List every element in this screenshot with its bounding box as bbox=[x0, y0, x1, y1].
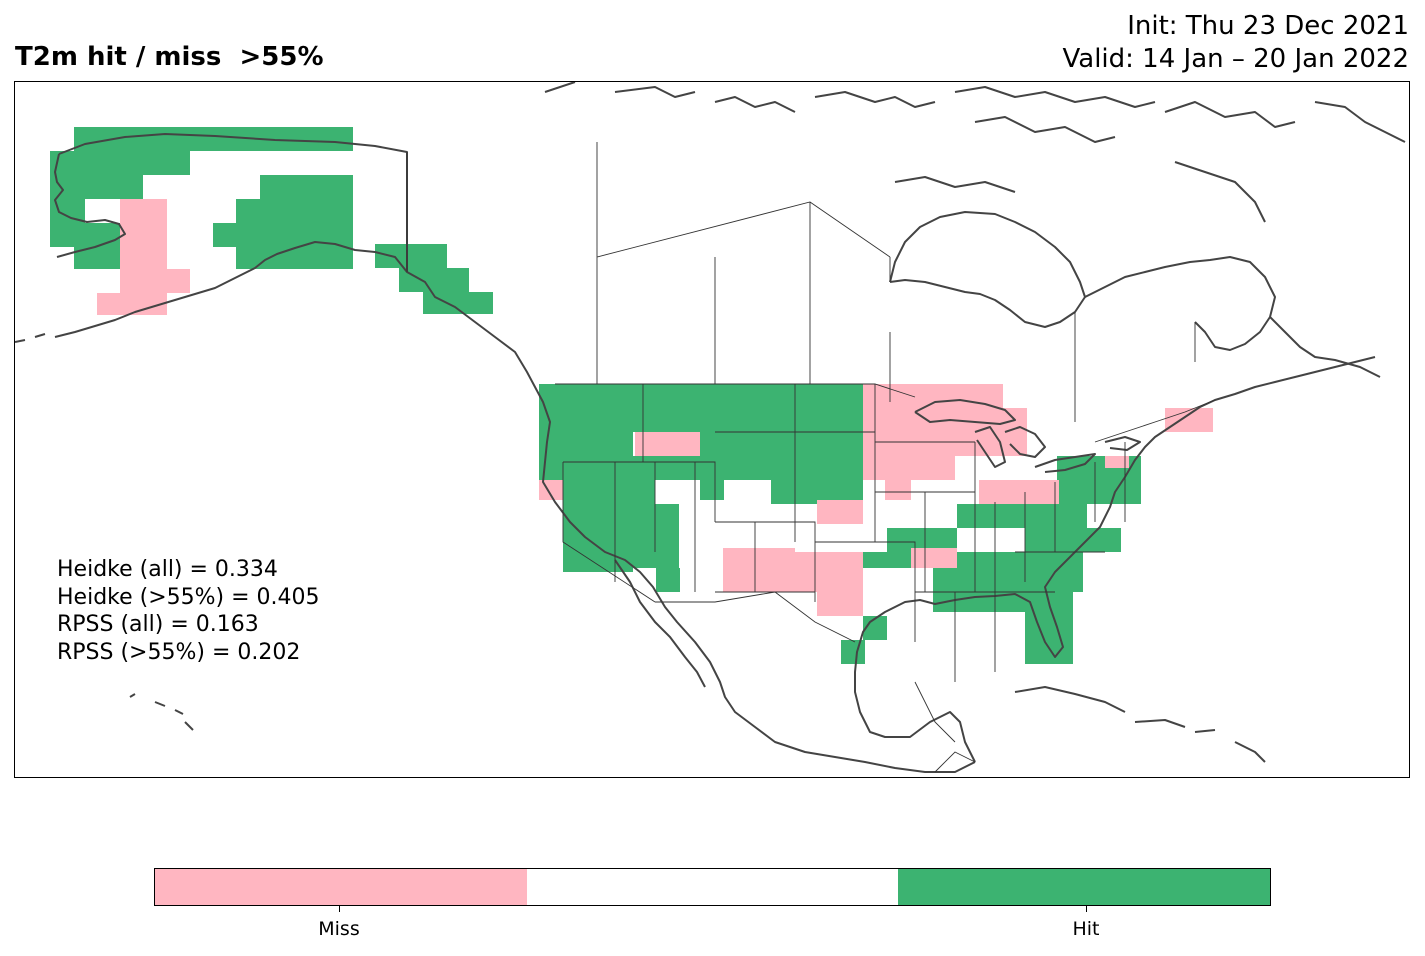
hit-miss-grid bbox=[50, 127, 1213, 664]
aleutians bbox=[15, 333, 46, 343]
miss-cell bbox=[863, 456, 955, 480]
colorbar-hit-segment bbox=[898, 869, 1271, 905]
colorbar-tick-miss bbox=[339, 906, 340, 912]
hawaii bbox=[129, 693, 194, 731]
great-lakes bbox=[914, 399, 1141, 473]
miss-cell bbox=[1165, 408, 1213, 432]
colorbar-label-miss: Miss bbox=[318, 918, 360, 940]
us-canada-border bbox=[555, 383, 1216, 443]
arctic-islands bbox=[544, 82, 1406, 223]
rpss-55: RPSS (>55%) = 0.202 bbox=[57, 639, 301, 665]
alaska-coast bbox=[54, 133, 408, 338]
hit-cell bbox=[633, 504, 679, 568]
hit-cell bbox=[841, 640, 865, 664]
valid-range: Valid: 14 Jan – 20 Jan 2022 bbox=[1062, 44, 1410, 74]
miss-cell bbox=[1105, 456, 1129, 468]
miss-cell bbox=[863, 408, 1027, 456]
map-svg bbox=[15, 82, 1406, 773]
gulf-coast bbox=[854, 356, 1376, 763]
hit-cell bbox=[399, 268, 469, 292]
coastlines bbox=[15, 82, 1406, 773]
us-state-borders bbox=[562, 384, 1126, 682]
labrador-coast bbox=[1084, 256, 1381, 378]
hit-cell bbox=[260, 175, 353, 199]
hit-cell bbox=[863, 552, 887, 568]
hit-cell bbox=[700, 432, 863, 480]
init-date: Init: Thu 23 Dec 2021 bbox=[1127, 11, 1409, 41]
hit-cell bbox=[1025, 612, 1073, 664]
hit-cell bbox=[50, 223, 120, 247]
hit-cell bbox=[805, 480, 863, 500]
colorbar bbox=[154, 868, 1271, 906]
hit-cell bbox=[957, 504, 1087, 528]
hit-cell bbox=[74, 127, 353, 151]
political-borders bbox=[406, 142, 1216, 773]
hit-cell bbox=[1025, 528, 1121, 552]
heidke-55: Heidke (>55%) = 0.405 bbox=[57, 584, 320, 610]
colorbar-tick-hit bbox=[1086, 906, 1087, 912]
hit-cell bbox=[656, 568, 680, 592]
pacific-coast bbox=[406, 271, 976, 773]
colorbar-miss-segment bbox=[155, 869, 527, 905]
miss-cell bbox=[97, 293, 167, 315]
hit-cell bbox=[539, 432, 563, 460]
miss-cell bbox=[817, 592, 863, 616]
colorbar-label-hit: Hit bbox=[1072, 918, 1100, 940]
map-panel bbox=[14, 81, 1410, 778]
baja-california bbox=[614, 559, 706, 688]
hit-cell bbox=[771, 480, 795, 504]
miss-cell bbox=[771, 572, 795, 592]
miss-cell bbox=[817, 500, 863, 524]
map-title: T2m hit / miss >55% bbox=[15, 42, 324, 72]
miss-cell bbox=[885, 480, 911, 500]
skill-scores: Heidke (all) = 0.334 Heidke (>55%) = 0.4… bbox=[57, 556, 320, 666]
hit-cell bbox=[933, 592, 1073, 612]
hit-cell bbox=[563, 480, 655, 504]
hit-cell bbox=[74, 247, 120, 269]
hit-cell bbox=[539, 384, 863, 432]
hit-cell bbox=[700, 480, 724, 500]
heidke-all: Heidke (all) = 0.334 bbox=[57, 557, 278, 582]
miss-cell bbox=[635, 432, 700, 456]
miss-cell bbox=[120, 247, 167, 269]
hit-cell bbox=[933, 552, 1083, 592]
caribbean bbox=[1014, 686, 1266, 763]
hit-cell bbox=[50, 175, 143, 199]
miss-cell bbox=[120, 269, 190, 293]
hit-cell bbox=[375, 244, 447, 268]
hit-cell bbox=[655, 456, 700, 480]
hit-cell bbox=[585, 528, 633, 572]
miss-cell bbox=[911, 548, 957, 568]
hit-cell bbox=[423, 292, 493, 314]
hit-cell bbox=[539, 456, 655, 480]
hudson-bay bbox=[889, 211, 1086, 328]
colorbar-neutral-segment bbox=[526, 869, 899, 905]
hit-cell bbox=[236, 199, 353, 223]
rpss-all: RPSS (all) = 0.163 bbox=[57, 612, 259, 637]
date-info: Init: Thu 23 Dec 2021 Valid: 14 Jan – 20… bbox=[1063, 10, 1410, 76]
miss-cell bbox=[120, 199, 167, 247]
canada-provinces bbox=[406, 142, 1196, 422]
mexico-borders bbox=[655, 591, 976, 773]
hit-cell bbox=[563, 432, 633, 456]
miss-cell bbox=[795, 552, 863, 592]
hit-cell bbox=[236, 247, 353, 269]
hit-cell bbox=[50, 151, 190, 175]
miss-cell bbox=[979, 480, 1059, 504]
